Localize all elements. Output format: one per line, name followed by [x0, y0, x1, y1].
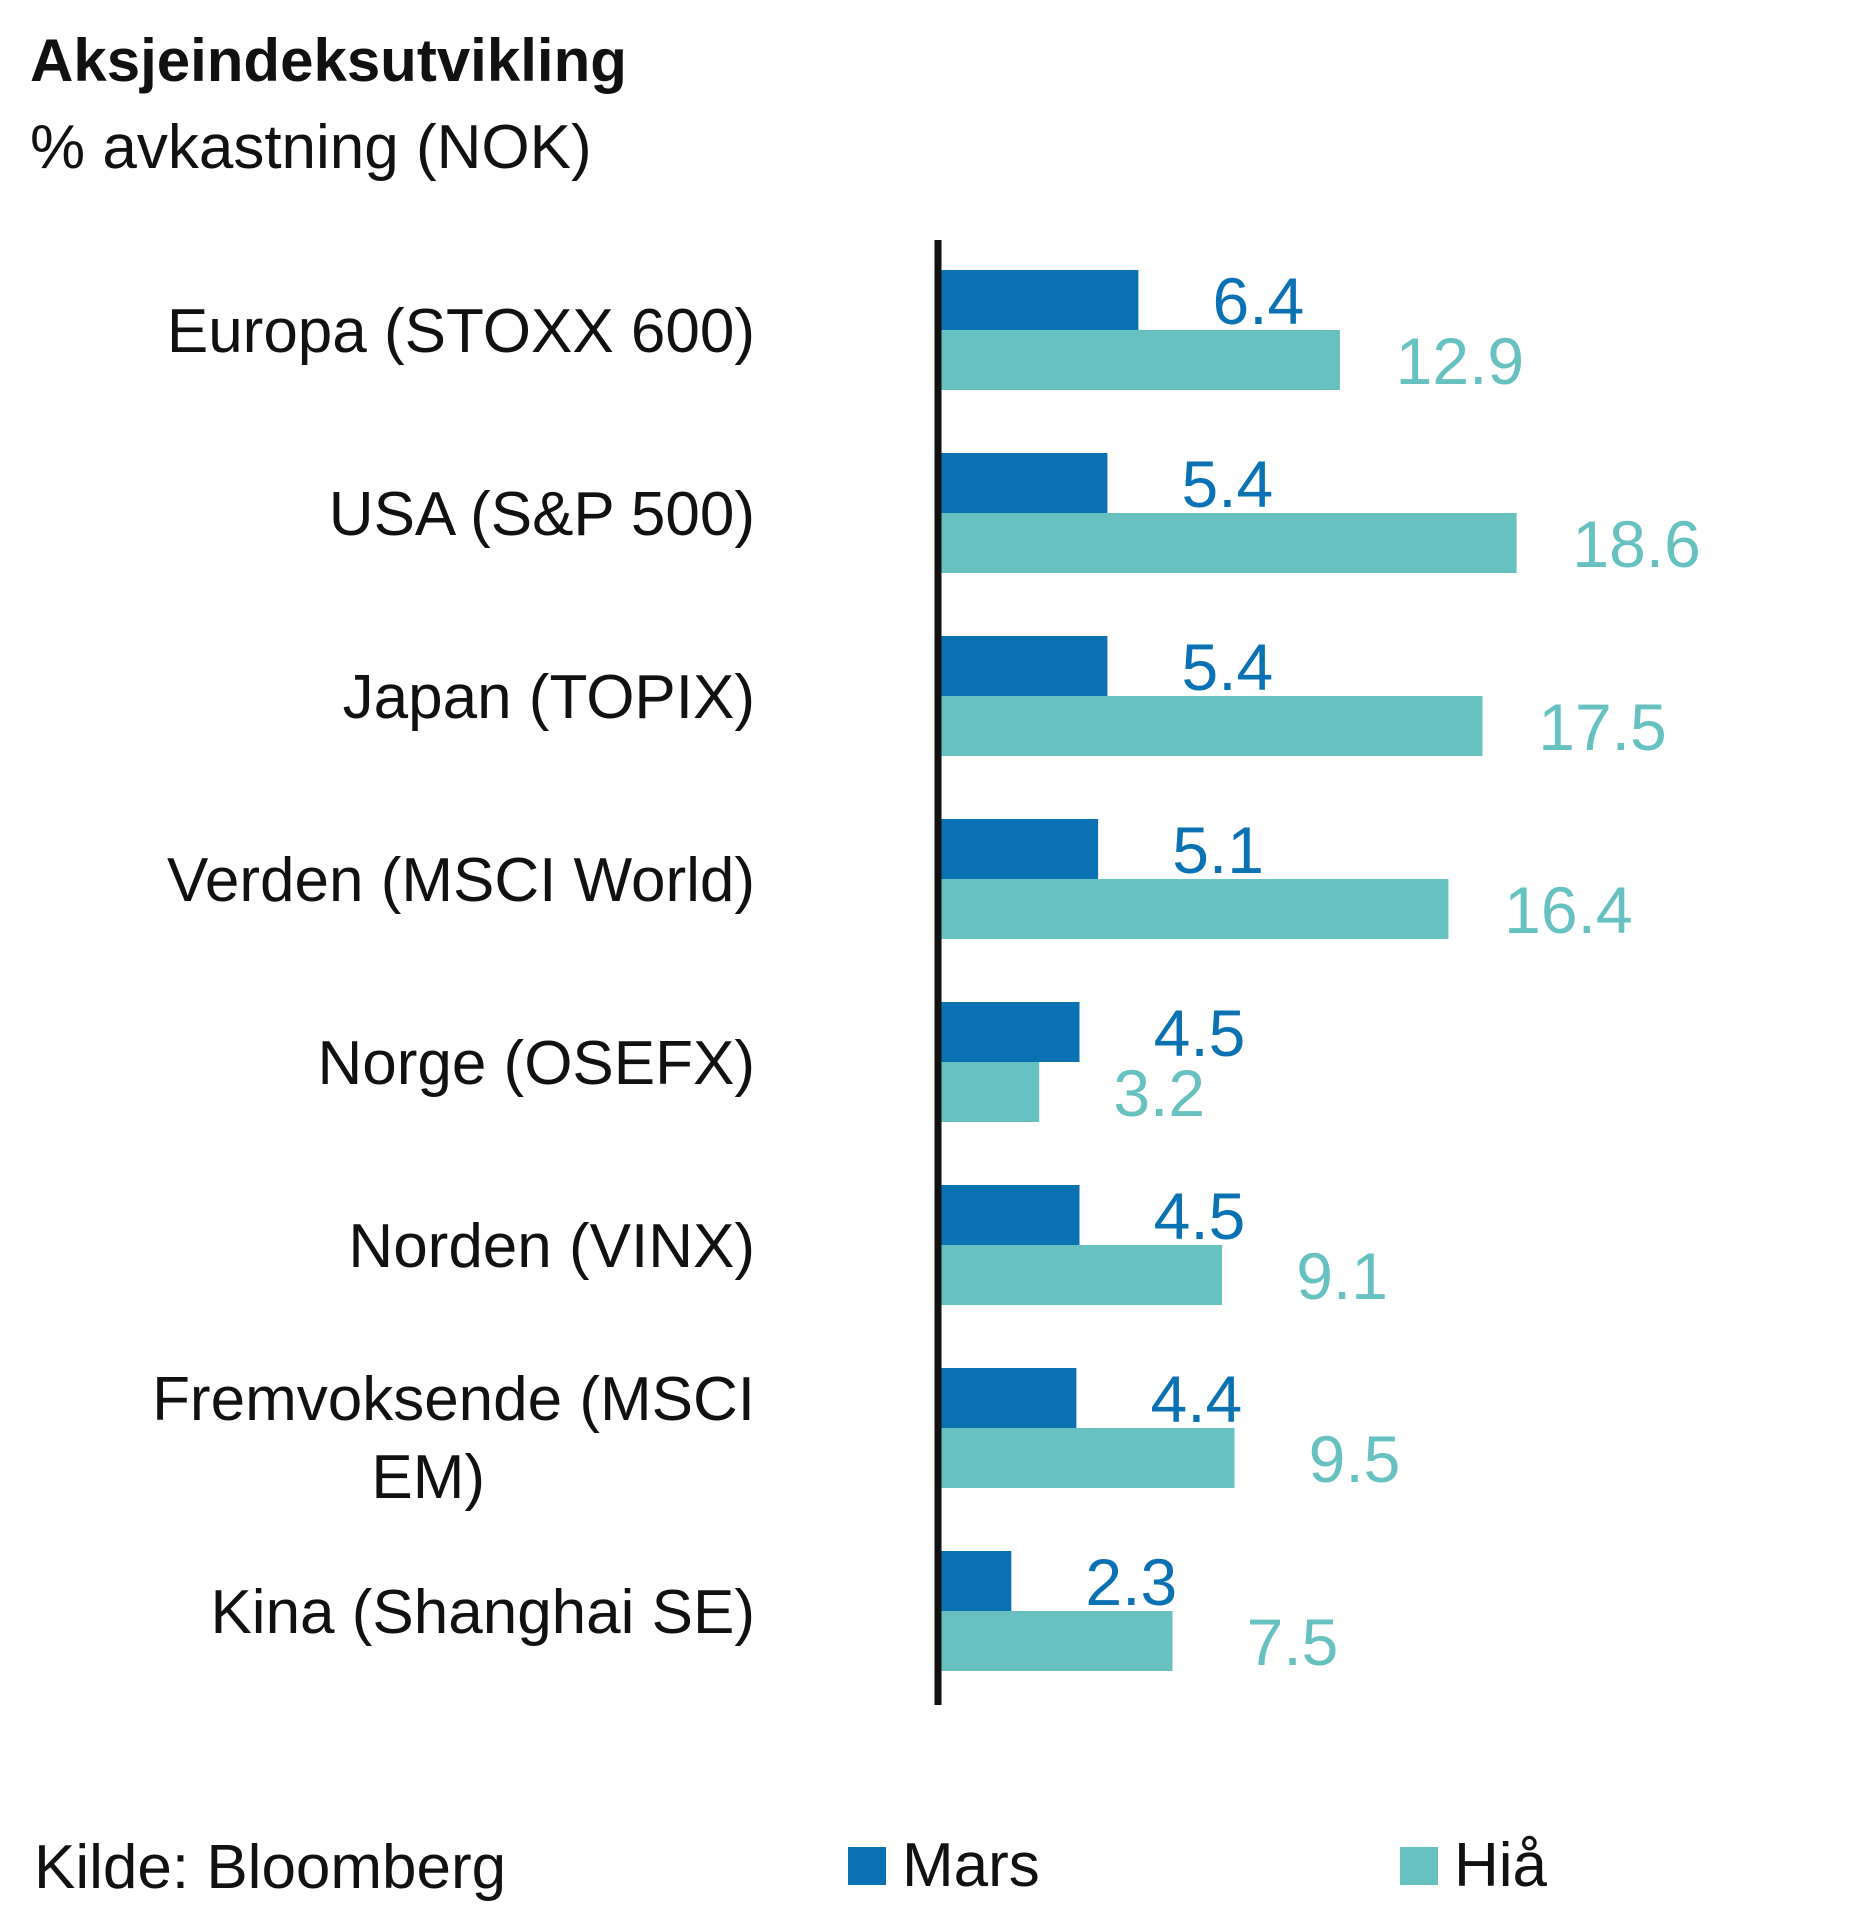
- value-label-hia-7: 7.5: [1247, 1605, 1339, 1679]
- category-label-2: Japan (TOPIX): [343, 663, 755, 732]
- bar-mars-4: [940, 1002, 1080, 1062]
- legend-swatch-mars: [848, 1846, 886, 1885]
- bar-mars-3: [940, 819, 1099, 879]
- value-label-mars-1: 5.4: [1182, 447, 1274, 521]
- category-label-5: Norden (VINX): [348, 1212, 755, 1281]
- value-label-hia-6: 9.5: [1309, 1422, 1401, 1496]
- bar-hia-1: [940, 513, 1517, 573]
- bar-hia-7: [940, 1611, 1173, 1671]
- category-label-6: Fremvoksende (MSCI EM): [152, 1365, 755, 1512]
- bar-hia-3: [940, 879, 1449, 939]
- value-label-hia-4: 3.2: [1113, 1056, 1205, 1130]
- legend-label-hia: Hiå: [1454, 1831, 1548, 1900]
- value-label-mars-5: 4.5: [1154, 1179, 1246, 1253]
- value-label-mars-7: 2.3: [1085, 1545, 1177, 1619]
- value-label-hia-2: 17.5: [1538, 690, 1666, 764]
- value-label-hia-5: 9.1: [1296, 1239, 1388, 1313]
- bar-hia-0: [940, 330, 1340, 390]
- category-label-3: Verden (MSCI World): [167, 846, 755, 915]
- category-label-0: Europa (STOXX 600): [167, 297, 755, 366]
- bar-hia-4: [940, 1062, 1040, 1122]
- legend-item-hia: Hiå: [1400, 1830, 1547, 1901]
- bar-hia-6: [940, 1428, 1235, 1488]
- bar-mars-2: [940, 636, 1108, 696]
- value-label-hia-3: 16.4: [1504, 873, 1632, 947]
- bar-mars-0: [940, 270, 1139, 330]
- value-label-mars-6: 4.4: [1151, 1362, 1243, 1436]
- value-label-mars-3: 5.1: [1172, 813, 1264, 887]
- value-label-hia-0: 12.9: [1396, 324, 1524, 398]
- value-label-mars-0: 6.4: [1213, 264, 1305, 338]
- value-label-mars-2: 5.4: [1182, 630, 1274, 704]
- bar-mars-5: [940, 1185, 1080, 1245]
- source-note: Kilde: Bloomberg: [34, 1833, 507, 1902]
- bar-mars-1: [940, 453, 1108, 513]
- category-label-7: Kina (Shanghai SE): [210, 1578, 755, 1647]
- category-label-1: USA (S&P 500): [329, 480, 755, 549]
- value-label-hia-1: 18.6: [1572, 507, 1700, 581]
- legend-swatch-hia: [1400, 1846, 1438, 1885]
- chart-subtitle: % avkastning (NOK): [30, 113, 592, 182]
- bar-mars-7: [940, 1551, 1012, 1611]
- value-label-mars-4: 4.5: [1154, 996, 1246, 1070]
- bar-mars-6: [940, 1368, 1077, 1428]
- legend-item-mars: Mars: [848, 1830, 1040, 1901]
- chart-title: Aksjeindeksutvikling: [30, 27, 627, 94]
- category-label-4: Norge (OSEFX): [317, 1029, 755, 1098]
- legend-label-mars: Mars: [902, 1831, 1040, 1900]
- bar-hia-5: [940, 1245, 1223, 1305]
- bar-hia-2: [940, 696, 1483, 756]
